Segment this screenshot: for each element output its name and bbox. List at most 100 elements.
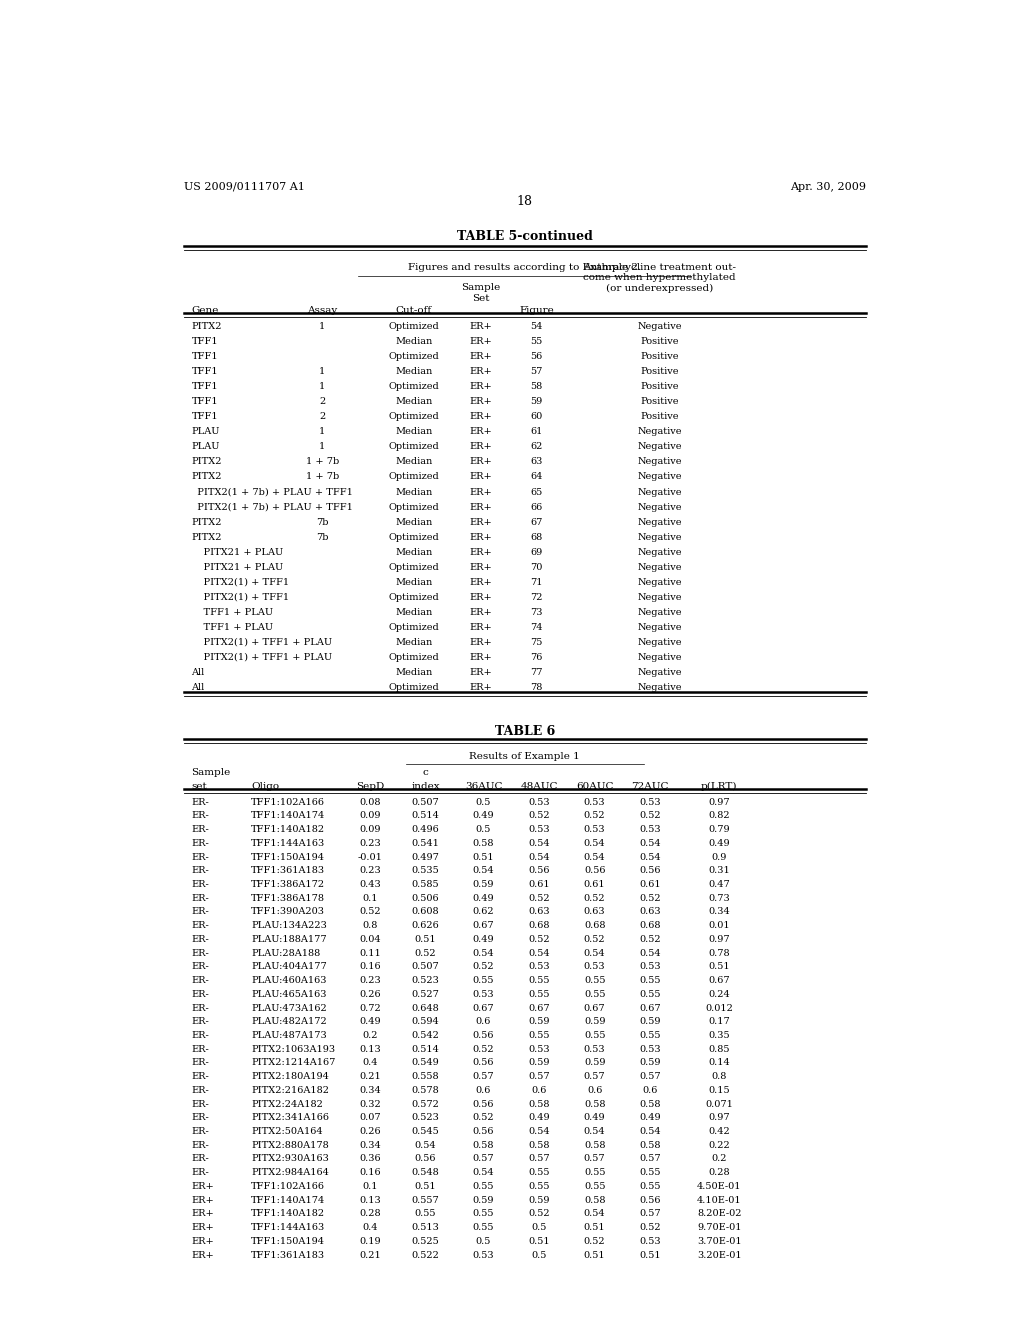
Text: 0.58: 0.58	[473, 840, 495, 847]
Text: 0.56: 0.56	[639, 866, 660, 875]
Text: Median: Median	[395, 428, 432, 437]
Text: 0.49: 0.49	[709, 840, 730, 847]
Text: Negative: Negative	[638, 653, 682, 663]
Text: 0.52: 0.52	[639, 1224, 662, 1232]
Text: Negative: Negative	[638, 562, 682, 572]
Text: TFF1:102A166: TFF1:102A166	[251, 797, 325, 807]
Text: ER-: ER-	[191, 1140, 209, 1150]
Text: 9.70E-01: 9.70E-01	[697, 1224, 741, 1232]
Text: 77: 77	[530, 668, 543, 677]
Text: PITX2(1 + 7b) + PLAU + TFF1: PITX2(1 + 7b) + PLAU + TFF1	[191, 503, 353, 512]
Text: 68: 68	[530, 533, 543, 541]
Text: 0.52: 0.52	[584, 1237, 605, 1246]
Text: ER+: ER+	[470, 473, 493, 482]
Text: TFF1: TFF1	[191, 412, 218, 421]
Text: 0.52: 0.52	[584, 812, 605, 821]
Text: 54: 54	[530, 322, 543, 331]
Text: TFF1:140A174: TFF1:140A174	[251, 812, 326, 821]
Text: 0.608: 0.608	[412, 907, 439, 916]
Text: 0.53: 0.53	[528, 825, 550, 834]
Text: 1 + 7b: 1 + 7b	[306, 473, 339, 482]
Text: TFF1: TFF1	[191, 397, 218, 407]
Text: 0.54: 0.54	[528, 840, 550, 847]
Text: Optimized: Optimized	[388, 473, 439, 482]
Text: 0.55: 0.55	[639, 975, 660, 985]
Text: 0.54: 0.54	[639, 853, 662, 862]
Text: 0.54: 0.54	[528, 853, 550, 862]
Text: PITX2:1214A167: PITX2:1214A167	[251, 1059, 336, 1068]
Text: 0.55: 0.55	[528, 975, 550, 985]
Text: 0.23: 0.23	[359, 840, 381, 847]
Text: Median: Median	[395, 487, 432, 496]
Text: TFF1 + PLAU: TFF1 + PLAU	[191, 623, 273, 632]
Text: 1: 1	[319, 428, 326, 437]
Text: 74: 74	[530, 623, 543, 632]
Text: TFF1:386A172: TFF1:386A172	[251, 880, 326, 890]
Text: 0.572: 0.572	[412, 1100, 439, 1109]
Text: 0.523: 0.523	[412, 1113, 439, 1122]
Text: PITX2(1) + TFF1 + PLAU: PITX2(1) + TFF1 + PLAU	[191, 653, 333, 663]
Text: TFF1: TFF1	[191, 383, 218, 391]
Text: 0.54: 0.54	[639, 840, 662, 847]
Text: Median: Median	[395, 668, 432, 677]
Text: Positive: Positive	[640, 337, 679, 346]
Text: Optimized: Optimized	[388, 533, 439, 541]
Text: 71: 71	[530, 578, 543, 587]
Text: 0.21: 0.21	[359, 1072, 381, 1081]
Text: Apr. 30, 2009: Apr. 30, 2009	[791, 182, 866, 191]
Text: 0.57: 0.57	[639, 1155, 662, 1163]
Text: 0.522: 0.522	[412, 1250, 439, 1259]
Text: 0.54: 0.54	[639, 949, 662, 957]
Text: 0.08: 0.08	[359, 797, 381, 807]
Text: ER-: ER-	[191, 907, 209, 916]
Text: TABLE 5-continued: TABLE 5-continued	[457, 230, 593, 243]
Text: Negative: Negative	[638, 668, 682, 677]
Text: ER-: ER-	[191, 1003, 209, 1012]
Text: Negative: Negative	[638, 578, 682, 587]
Text: 0.57: 0.57	[639, 1072, 662, 1081]
Text: Optimized: Optimized	[388, 383, 439, 391]
Text: 0.59: 0.59	[639, 1018, 660, 1026]
Text: 65: 65	[530, 487, 543, 496]
Text: 0.22: 0.22	[709, 1140, 730, 1150]
Text: 0.52: 0.52	[639, 812, 662, 821]
Text: Optimized: Optimized	[388, 593, 439, 602]
Text: 0.01: 0.01	[709, 921, 730, 931]
Text: 0.5: 0.5	[531, 1224, 547, 1232]
Text: 3.20E-01: 3.20E-01	[697, 1250, 741, 1259]
Text: 0.53: 0.53	[528, 797, 550, 807]
Text: Median: Median	[395, 548, 432, 557]
Text: PITX2(1 + 7b) + PLAU + TFF1: PITX2(1 + 7b) + PLAU + TFF1	[191, 487, 353, 496]
Text: 0.54: 0.54	[528, 949, 550, 957]
Text: 0.53: 0.53	[584, 797, 605, 807]
Text: Optimized: Optimized	[388, 562, 439, 572]
Text: Negative: Negative	[638, 593, 682, 602]
Text: 0.53: 0.53	[584, 825, 605, 834]
Text: 0.55: 0.55	[473, 1181, 495, 1191]
Text: 0.578: 0.578	[412, 1086, 439, 1094]
Text: 0.4: 0.4	[362, 1059, 378, 1068]
Text: 0.55: 0.55	[528, 1031, 550, 1040]
Text: 0.13: 0.13	[359, 1044, 381, 1053]
Text: 0.557: 0.557	[412, 1196, 439, 1205]
Text: 0.56: 0.56	[473, 1127, 495, 1137]
Text: 0.53: 0.53	[528, 1044, 550, 1053]
Text: 0.53: 0.53	[639, 1044, 662, 1053]
Text: 0.56: 0.56	[415, 1155, 436, 1163]
Text: 0.56: 0.56	[473, 1031, 495, 1040]
Text: 18: 18	[517, 195, 532, 209]
Text: 0.97: 0.97	[709, 1113, 730, 1122]
Text: 0.16: 0.16	[359, 1168, 381, 1177]
Text: Negative: Negative	[638, 503, 682, 512]
Text: TFF1:390A203: TFF1:390A203	[251, 907, 325, 916]
Text: PITX2: PITX2	[191, 533, 222, 541]
Text: Assay: Assay	[307, 306, 338, 315]
Text: 0.54: 0.54	[528, 1127, 550, 1137]
Text: 0.49: 0.49	[584, 1113, 605, 1122]
Text: PLAU:188A177: PLAU:188A177	[251, 935, 327, 944]
Text: ER+: ER+	[191, 1196, 214, 1205]
Text: 0.55: 0.55	[639, 1168, 660, 1177]
Text: 0.56: 0.56	[584, 866, 605, 875]
Text: 0.09: 0.09	[359, 812, 381, 821]
Text: 0.34: 0.34	[359, 1086, 381, 1094]
